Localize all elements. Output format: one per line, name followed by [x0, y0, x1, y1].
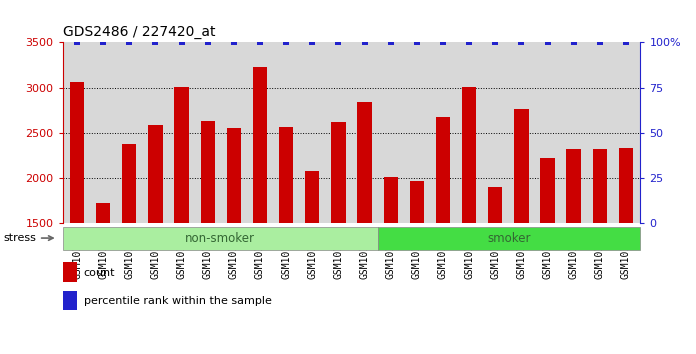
Bar: [305, 171, 319, 223]
Bar: [253, 67, 267, 223]
Bar: [63, 227, 378, 250]
Bar: [148, 125, 163, 223]
Bar: [567, 149, 581, 223]
Bar: [331, 122, 346, 223]
Bar: [70, 82, 84, 223]
Bar: [122, 144, 136, 223]
Text: stress: stress: [3, 233, 53, 243]
Bar: [488, 187, 503, 223]
Bar: [619, 148, 633, 223]
Bar: [383, 177, 398, 223]
Bar: [63, 262, 77, 282]
Bar: [436, 118, 450, 223]
Bar: [540, 159, 555, 223]
Text: smoker: smoker: [487, 232, 531, 245]
Bar: [175, 87, 189, 223]
Bar: [200, 121, 215, 223]
Text: count: count: [84, 268, 115, 278]
Bar: [279, 127, 293, 223]
Bar: [227, 128, 241, 223]
Bar: [514, 109, 528, 223]
Bar: [410, 182, 424, 223]
Bar: [592, 149, 607, 223]
Text: non-smoker: non-smoker: [185, 232, 255, 245]
Bar: [378, 227, 640, 250]
Text: percentile rank within the sample: percentile rank within the sample: [84, 296, 271, 306]
Bar: [96, 203, 111, 223]
Bar: [63, 291, 77, 310]
Text: GDS2486 / 227420_at: GDS2486 / 227420_at: [63, 25, 215, 39]
Bar: [357, 102, 372, 223]
Bar: [462, 87, 476, 223]
